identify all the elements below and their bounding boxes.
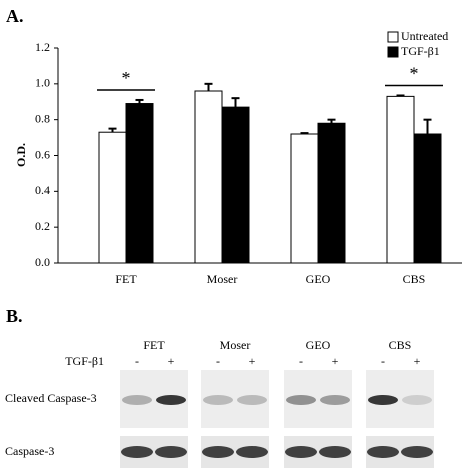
y-tick-label: 1.0 [35,76,50,90]
band [155,446,187,458]
band [156,395,186,405]
cell-line-label: Moser [220,338,251,352]
bar [290,133,319,264]
bar [386,95,415,264]
blot [284,370,352,428]
band [202,446,234,458]
legend-label: Untreated [401,29,448,43]
band [121,446,153,458]
blot [201,370,269,428]
cell-line-label: FET [143,338,165,352]
y-tick-label: 0.8 [35,111,50,125]
lane-label: + [414,354,421,368]
y-tick-label: 1.2 [35,40,50,54]
bar [98,131,127,264]
lane-label: + [168,354,175,368]
y-tick-label: 0.2 [35,219,50,233]
band [286,395,316,405]
panel-label: B. [6,306,23,326]
x-tick-label: CBS [403,272,426,286]
row-label: Cleaved Caspase-3 [5,391,97,405]
lane-label: - [299,354,303,368]
row-label: Caspase-3 [5,444,54,458]
bar [221,106,250,264]
y-axis-label: O.D. [14,143,28,167]
lane-label: - [216,354,220,368]
band [402,395,432,405]
x-tick-label: Moser [207,272,238,286]
legend-swatch [387,46,399,58]
lane-label: - [381,354,385,368]
bar [413,133,442,264]
bar [317,122,346,264]
y-tick-label: 0.6 [35,147,50,161]
band [122,395,152,405]
panel-label: A. [6,6,24,26]
band [401,446,433,458]
x-tick-label: FET [115,272,137,286]
bar [125,103,154,264]
band [237,395,267,405]
band [368,395,398,405]
band [319,446,351,458]
lane-label: + [249,354,256,368]
bar [194,90,223,264]
legend-swatch [387,31,399,43]
annotation: * [122,68,131,88]
band [285,446,317,458]
cell-line-label: GEO [306,338,331,352]
lane-label: + [332,354,339,368]
annotation: * [410,64,419,84]
y-tick-label: 0.4 [35,183,50,197]
legend-label: TGF-β1 [401,44,440,58]
treatment-label: TGF-β1 [65,354,104,368]
band [367,446,399,458]
band [320,395,350,405]
lane-label: - [135,354,139,368]
y-tick-label: 0.0 [35,255,50,269]
cell-line-label: CBS [389,338,412,352]
x-tick-label: GEO [306,272,331,286]
band [203,395,233,405]
band [236,446,268,458]
